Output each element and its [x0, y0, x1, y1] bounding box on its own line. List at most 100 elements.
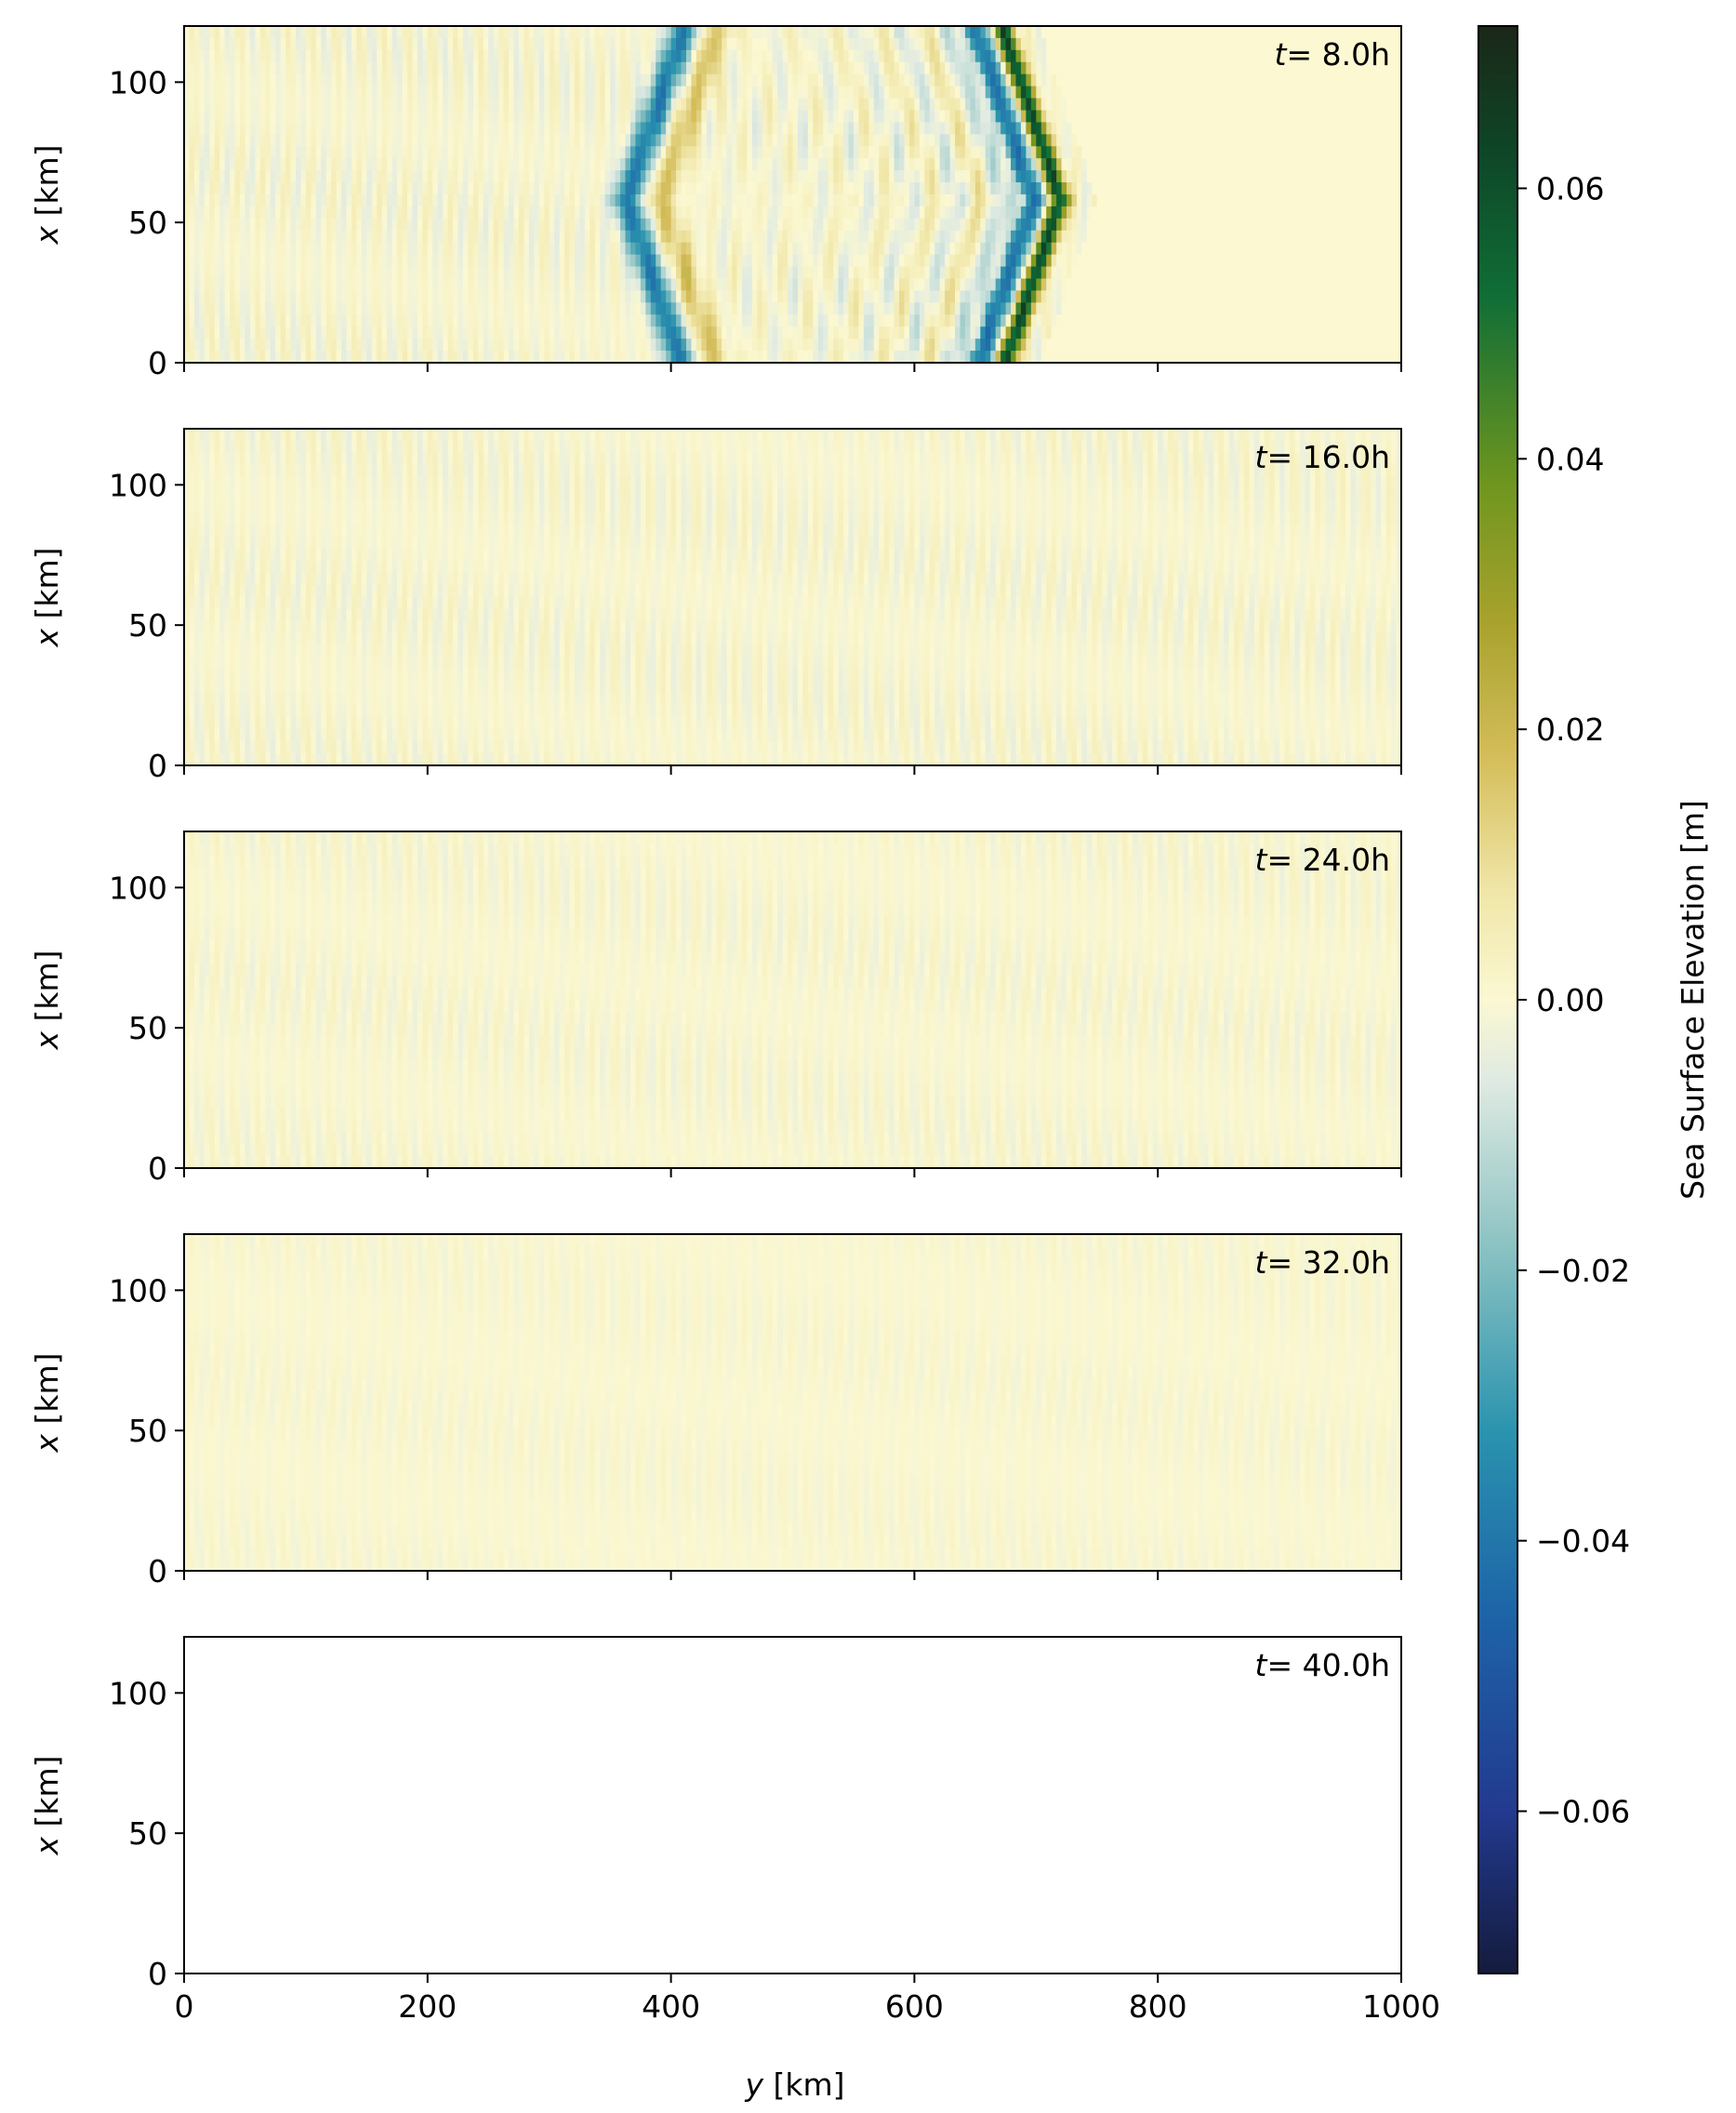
field-cell: [356, 61, 363, 75]
field-cell: [1396, 49, 1401, 63]
field-cell: [1360, 242, 1367, 256]
field-cell: [610, 206, 616, 219]
field-cell: [513, 61, 520, 75]
field-cell: [569, 37, 576, 51]
field-cell: [1355, 254, 1362, 268]
field-cell: [1365, 110, 1372, 124]
field-cell: [919, 182, 925, 195]
field-cell: [234, 110, 241, 124]
field-cell: [853, 122, 860, 136]
field-cell: [1391, 242, 1398, 256]
field-cell: [853, 26, 860, 39]
field-cell: [594, 98, 601, 112]
field-cell: [807, 98, 815, 112]
field-cell: [422, 158, 429, 171]
field-cell: [1315, 49, 1321, 63]
field-cell: [949, 230, 956, 244]
field-cell: [1162, 242, 1169, 256]
field-cell: [488, 26, 495, 39]
field-cell: [807, 254, 815, 268]
field-cell: [676, 146, 682, 159]
field-cell: [391, 37, 398, 51]
field-cell: [1102, 170, 1108, 183]
field-cell: [249, 110, 257, 124]
field-cell: [1274, 182, 1280, 195]
field-cell: [990, 134, 997, 147]
field-cell: [377, 146, 383, 159]
field-cell: [240, 146, 246, 159]
field-cell: [980, 206, 987, 219]
field-cell: [245, 170, 251, 183]
field-cell: [924, 122, 931, 136]
field-cell: [1015, 26, 1022, 39]
field-cell: [1127, 230, 1133, 244]
field-cell: [691, 242, 697, 256]
field-cell: [381, 206, 388, 219]
field-cell: [833, 122, 840, 136]
field-cell: [1249, 194, 1255, 207]
field-cell: [1122, 158, 1129, 171]
field-cell: [1015, 266, 1022, 280]
field-cell: [518, 134, 525, 147]
field-cell: [1290, 146, 1296, 159]
field-cell: [265, 194, 272, 207]
field-cell: [270, 194, 276, 207]
field-cell: [391, 98, 398, 112]
field-cell: [711, 86, 718, 100]
field-cell: [209, 206, 216, 219]
field-cell: [457, 61, 464, 75]
field-cell: [974, 37, 981, 51]
field-cell: [559, 206, 565, 219]
field-cell: [255, 134, 261, 147]
field-cell: [478, 98, 484, 112]
field-cell: [629, 37, 637, 51]
field-cell: [807, 158, 815, 171]
field-cell: [767, 218, 774, 232]
field-cell: [1056, 73, 1063, 87]
field-cell: [615, 254, 621, 268]
field-cell: [980, 242, 987, 256]
field-cell: [305, 61, 312, 75]
field-cell: [1096, 254, 1103, 268]
field-cell: [265, 206, 272, 219]
field-cell: [1330, 37, 1336, 51]
field-cell: [478, 230, 484, 244]
field-cell: [1193, 49, 1199, 63]
field-cell: [1203, 37, 1210, 51]
field-cell: [447, 98, 454, 112]
field-cell: [315, 98, 322, 112]
field-cell: [1371, 110, 1377, 124]
field-cell: [1319, 122, 1326, 136]
field-cell: [1213, 110, 1220, 124]
field-cell: [453, 218, 459, 232]
field-cell: [1122, 146, 1129, 159]
field-cell: [1208, 170, 1214, 183]
field-cell: [757, 37, 763, 51]
field-cell: [788, 146, 794, 159]
field-cell: [498, 26, 505, 39]
field-cell: [1001, 86, 1007, 100]
field-cell: [356, 206, 363, 219]
field-cell: [985, 158, 991, 171]
field-cell: [193, 61, 201, 75]
field-cell: [574, 182, 581, 195]
field-cell: [377, 49, 383, 63]
field-cell: [1309, 206, 1316, 219]
field-cell: [1036, 26, 1042, 39]
field-cell: [1355, 194, 1362, 207]
field-cell: [625, 158, 631, 171]
field-cell: [503, 254, 510, 268]
field-cell: [1112, 266, 1119, 280]
field-cell: [356, 218, 363, 232]
field-cell: [904, 242, 910, 256]
field-cell: [883, 134, 890, 147]
field-cell: [457, 146, 464, 159]
field-cell: [1067, 146, 1073, 159]
field-cell: [685, 26, 693, 39]
field-cell: [422, 61, 429, 75]
field-cell: [1335, 218, 1342, 232]
field-cell: [919, 98, 925, 112]
field-cell: [1112, 134, 1119, 147]
field-cell: [741, 61, 749, 75]
field-cell: [1335, 182, 1342, 195]
